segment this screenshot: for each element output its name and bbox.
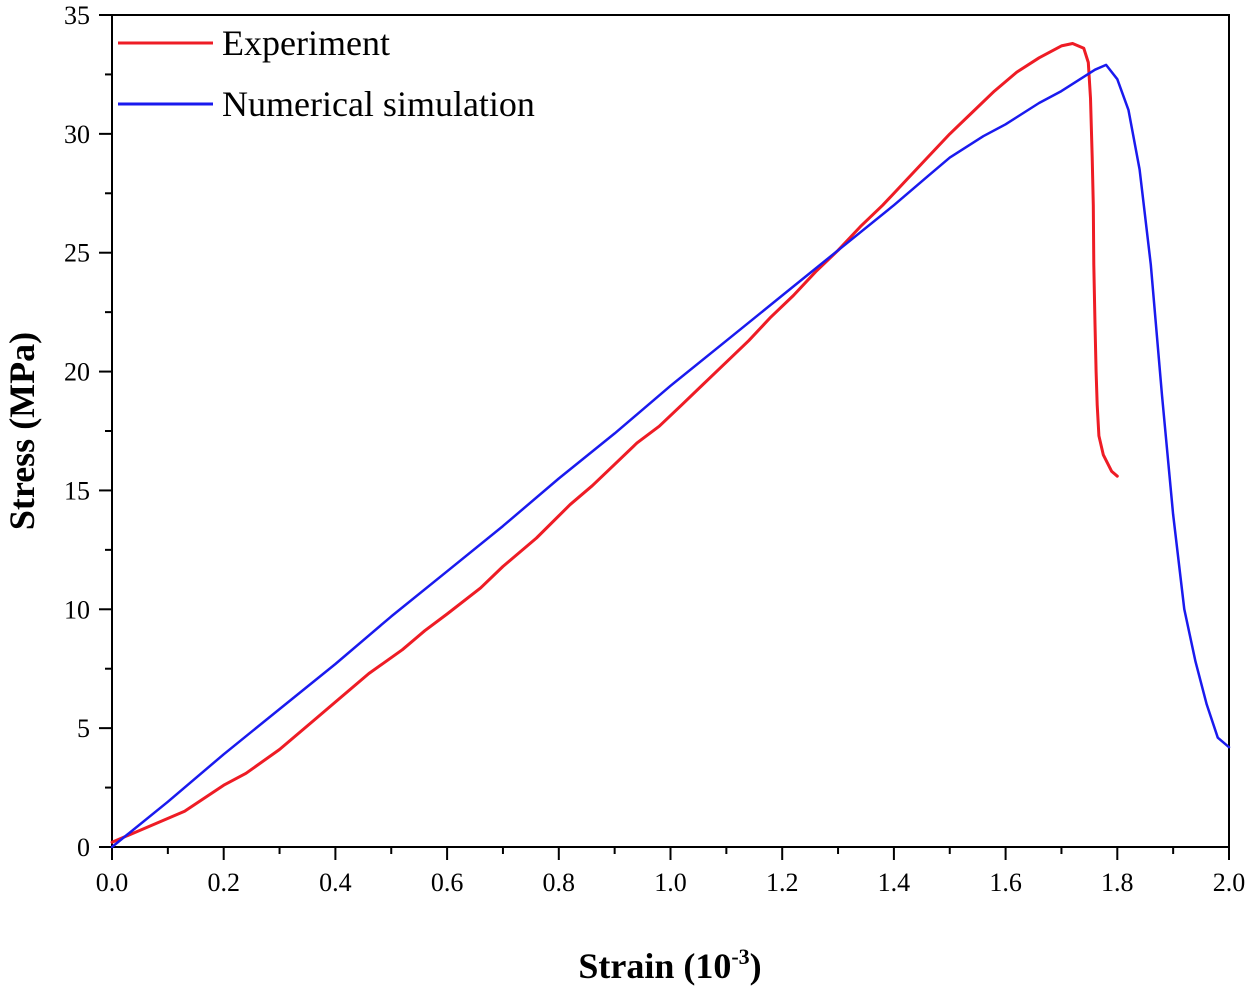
x-axis-title-close: ) [750, 946, 762, 986]
y-tick-labels: 0 5 10 15 20 25 30 35 [64, 1, 90, 862]
y-tick-label: 15 [64, 476, 90, 505]
x-tick-label: 0.2 [207, 868, 240, 897]
series-line-numerical-simulation [110, 63, 1231, 849]
legend-label-numerical-simulation: Numerical simulation [222, 84, 535, 124]
x-axis-title-exponent: -3 [731, 944, 749, 969]
y-tick-label: 30 [64, 120, 90, 149]
x-tick-label: 1.2 [766, 868, 799, 897]
legend-label-experiment: Experiment [222, 23, 390, 63]
y-tick-label: 5 [77, 714, 90, 743]
y-tick-label: 0 [77, 833, 90, 862]
x-tick-label: 0.0 [96, 868, 129, 897]
x-tick-label: 0.6 [431, 868, 464, 897]
x-tick-label: 0.4 [319, 868, 352, 897]
x-axis-title: Strain (10-3) [578, 944, 761, 986]
y-tick-label: 20 [64, 358, 90, 387]
y-tick-label: 35 [64, 1, 90, 30]
x-axis-title-main: Strain (10 [578, 946, 731, 986]
y-axis-title: Stress (MPa) [2, 332, 42, 530]
plot-area-frame [111, 14, 1230, 848]
legend: Experiment Numerical simulation [118, 23, 535, 124]
x-tick-labels: 0.0 0.2 0.4 0.6 0.8 1.0 1.2 1.4 1.6 1.8 2.0 [96, 868, 1246, 897]
series-lines [110, 42, 1231, 849]
axis-ticks [99, 14, 1230, 860]
x-tick-label: 2.0 [1213, 868, 1246, 897]
x-tick-label: 0.8 [543, 868, 576, 897]
x-tick-label: 1.0 [654, 868, 687, 897]
y-tick-label: 10 [64, 595, 90, 624]
series-line-experiment [110, 42, 1119, 844]
x-tick-label: 1.6 [989, 868, 1022, 897]
y-tick-label: 25 [64, 239, 90, 268]
x-tick-label: 1.8 [1101, 868, 1134, 897]
x-tick-label: 1.4 [878, 868, 911, 897]
